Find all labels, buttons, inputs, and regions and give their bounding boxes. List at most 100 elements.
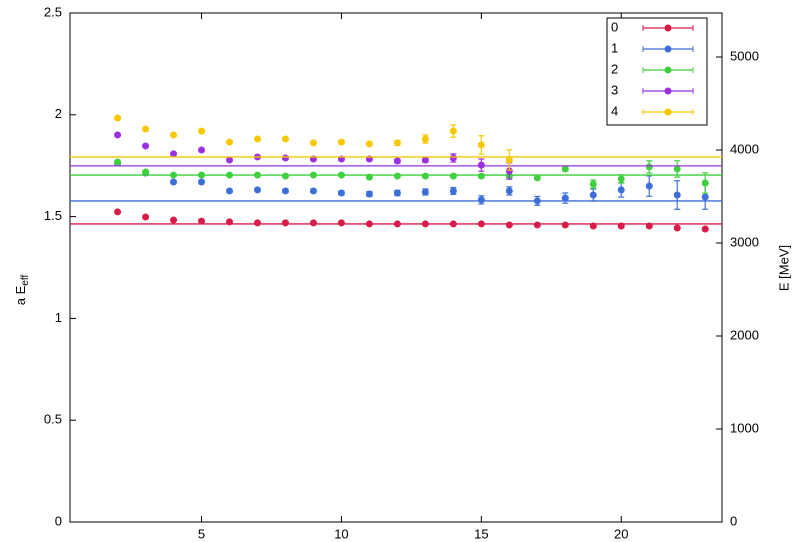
point: [114, 115, 121, 122]
point: [646, 183, 653, 190]
y2-tick-label: 2000: [730, 327, 759, 342]
point: [170, 178, 177, 185]
point: [450, 187, 457, 194]
point: [506, 156, 513, 163]
y2-axis-label: E [MeV]: [776, 245, 791, 291]
point: [450, 173, 457, 180]
point: [394, 173, 401, 180]
legend-point: [665, 88, 672, 95]
point: [198, 178, 205, 185]
point: [226, 187, 233, 194]
point: [198, 128, 205, 135]
y-axis-label: a Eeff: [13, 275, 30, 306]
point: [114, 208, 121, 215]
point: [506, 221, 513, 228]
point: [506, 187, 513, 194]
y-tick-label: 1: [55, 310, 62, 325]
legend-label: 4: [611, 103, 618, 118]
legend-label: 1: [611, 40, 618, 55]
point: [646, 163, 653, 170]
point: [310, 139, 317, 146]
legend-point: [665, 46, 672, 53]
y2-tick-label: 5000: [730, 48, 759, 63]
y-label-main: a E: [13, 285, 28, 305]
point: [590, 222, 597, 229]
legend-point: [665, 25, 672, 32]
point: [170, 131, 177, 138]
point: [478, 220, 485, 227]
y2-tick-label: 0: [730, 513, 737, 528]
point: [590, 181, 597, 188]
y-tick-label: 0.5: [44, 412, 62, 427]
point: [338, 189, 345, 196]
y-tick-label: 2: [55, 106, 62, 121]
point: [366, 220, 373, 227]
point: [422, 173, 429, 180]
point: [198, 218, 205, 225]
point: [590, 192, 597, 199]
point: [114, 159, 121, 166]
point: [534, 174, 541, 181]
point: [198, 172, 205, 179]
point: [478, 162, 485, 169]
point: [254, 136, 261, 143]
legend-point: [665, 109, 672, 116]
y2-tick-label: 3000: [730, 234, 759, 249]
point: [702, 226, 709, 233]
point: [310, 172, 317, 179]
point: [254, 219, 261, 226]
point: [338, 219, 345, 226]
point: [282, 136, 289, 143]
point: [338, 172, 345, 179]
point: [478, 196, 485, 203]
point: [142, 142, 149, 149]
x-tick-label: 20: [614, 526, 628, 541]
point: [422, 220, 429, 227]
point: [226, 172, 233, 179]
point: [170, 172, 177, 179]
legend-label: 0: [611, 19, 618, 34]
point: [534, 221, 541, 228]
point: [478, 141, 485, 148]
point: [618, 186, 625, 193]
point: [254, 186, 261, 193]
point: [562, 195, 569, 202]
point: [702, 180, 709, 187]
legend-point: [665, 67, 672, 74]
point: [702, 194, 709, 201]
point: [338, 139, 345, 146]
point: [366, 191, 373, 198]
point: [646, 222, 653, 229]
point: [282, 154, 289, 161]
point: [450, 128, 457, 135]
point: [282, 187, 289, 194]
x-tick-label: 15: [474, 526, 488, 541]
y-tick-label: 1.5: [44, 208, 62, 223]
point: [282, 173, 289, 180]
point: [198, 147, 205, 154]
point: [422, 136, 429, 143]
point: [394, 189, 401, 196]
point: [310, 219, 317, 226]
point: [226, 218, 233, 225]
legend-box: [607, 18, 707, 125]
point: [394, 139, 401, 146]
point: [254, 172, 261, 179]
point: [142, 214, 149, 221]
point: [114, 131, 121, 138]
point: [282, 219, 289, 226]
point: [562, 221, 569, 228]
y2-tick-label: 1000: [730, 420, 759, 435]
legend-label: 2: [611, 61, 618, 76]
point: [618, 175, 625, 182]
y-tick-label: 0: [55, 513, 62, 528]
x-tick-label: 10: [334, 526, 348, 541]
point: [674, 192, 681, 199]
point: [674, 225, 681, 232]
point: [422, 188, 429, 195]
point: [478, 173, 485, 180]
x-tick-label: 5: [198, 526, 205, 541]
y2-tick-label: 4000: [730, 141, 759, 156]
point: [142, 126, 149, 133]
y-tick-label: 2.5: [44, 4, 62, 19]
